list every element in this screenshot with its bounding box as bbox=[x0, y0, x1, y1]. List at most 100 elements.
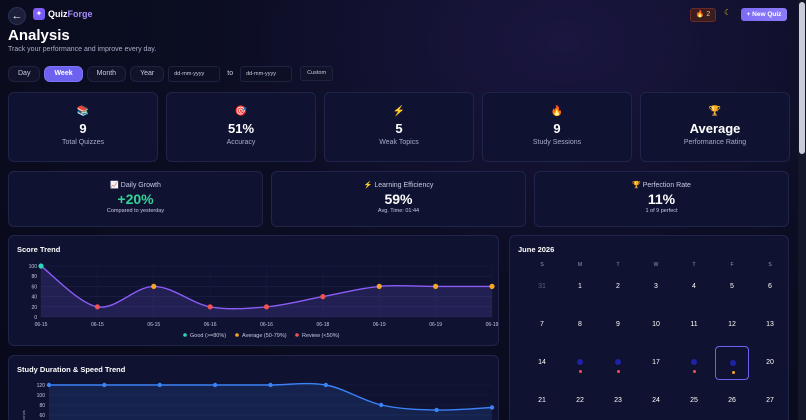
calendar-day[interactable]: 27 bbox=[766, 397, 774, 404]
y-tick-label: 20 bbox=[31, 305, 37, 311]
y-tick-label: 100 bbox=[37, 393, 46, 399]
legend-marker bbox=[183, 333, 187, 337]
insight-heading: 🏆 Perfection Rate bbox=[632, 182, 691, 189]
calendar-day[interactable] bbox=[563, 346, 597, 380]
x-tick-label: 06-18 bbox=[316, 322, 329, 328]
y-axis-label: Seconds bbox=[21, 410, 26, 420]
new-quiz-button[interactable]: + New Quiz bbox=[741, 8, 787, 21]
books-icon: 📚 bbox=[76, 106, 90, 117]
calendar-day[interactable]: 26 bbox=[728, 397, 736, 404]
arrow-left-icon[interactable]: ← bbox=[8, 7, 26, 25]
calendar-day[interactable] bbox=[677, 346, 711, 380]
calendar-day[interactable]: 14 bbox=[538, 359, 546, 366]
logo-text-quiz: Quiz bbox=[48, 9, 68, 19]
calendar-day[interactable] bbox=[601, 346, 635, 380]
calendar-day[interactable]: 9 bbox=[616, 321, 620, 328]
calendar-day[interactable]: 6 bbox=[768, 283, 772, 290]
calendar-day[interactable]: 17 bbox=[652, 359, 660, 366]
activity-marker bbox=[577, 359, 583, 365]
stat-label: Total Quizzes bbox=[61, 139, 105, 146]
y-tick-label: 0 bbox=[34, 315, 37, 321]
from-date-input[interactable]: dd-mm-yyyy bbox=[168, 65, 221, 82]
duration-point bbox=[268, 382, 273, 388]
fire-icon: 🔥 bbox=[550, 106, 564, 117]
calendar-day[interactable]: 1 bbox=[578, 283, 582, 290]
x-tick-label: 06-15 bbox=[35, 322, 48, 328]
target-icon: 🎯 bbox=[234, 106, 248, 117]
calendar-day[interactable]: 10 bbox=[652, 321, 660, 328]
score-dot bbox=[693, 370, 696, 373]
activity-marker bbox=[615, 359, 621, 365]
score-point bbox=[151, 283, 157, 289]
stat-label: Performance Rating bbox=[683, 139, 747, 146]
stat-label: Study Sessions bbox=[532, 139, 582, 146]
y-tick-label: 80 bbox=[31, 274, 37, 280]
calendar-day[interactable]: 24 bbox=[652, 397, 660, 404]
tab-day[interactable]: Day bbox=[8, 65, 41, 82]
calendar-day[interactable]: 3 bbox=[654, 283, 658, 290]
tab-year[interactable]: Year bbox=[130, 65, 165, 82]
score-point bbox=[94, 304, 100, 310]
tab-week[interactable]: Week bbox=[44, 65, 83, 82]
scrollbar-thumb[interactable] bbox=[799, 2, 805, 154]
lightning-icon: ⚡ bbox=[392, 106, 406, 117]
calendar-day[interactable]: 5 bbox=[730, 283, 734, 290]
calendar-panel: June 2026 S M T W T F S 31 1 2 3 4 5 6 7 8 9 10 11 12 13 14 17… bbox=[509, 235, 789, 420]
insight-card-perfection-rate: 🏆 Perfection Rate 11% 1 of 9 perfect bbox=[534, 171, 789, 227]
page-title: Analysis bbox=[8, 27, 70, 44]
calendar-day[interactable]: 21 bbox=[538, 397, 546, 404]
tab-month[interactable]: Month bbox=[86, 65, 127, 82]
duration-area bbox=[49, 383, 492, 420]
x-tick-label: 06-16 bbox=[204, 322, 217, 328]
calendar-weekday-label: F bbox=[730, 262, 734, 268]
quiz-logo-icon: ✦ bbox=[33, 8, 45, 20]
calendar-day[interactable]: 12 bbox=[728, 321, 736, 328]
insight-value: 11% bbox=[647, 191, 676, 207]
duration-point bbox=[212, 382, 218, 388]
stat-card-total-quizzes: 📚 9 Total Quizzes bbox=[8, 92, 158, 162]
stat-card-performance-rating: 🏆 Average Performance Rating bbox=[640, 92, 790, 162]
x-tick-label: 06-15 bbox=[147, 322, 160, 328]
calendar-day[interactable]: 31 bbox=[538, 283, 546, 290]
score-point bbox=[433, 283, 439, 289]
top-bar: ← ✦ QuizForge 🔥 2 ☾ + New Quiz bbox=[0, 0, 798, 30]
score-dot bbox=[732, 371, 735, 374]
calendar-day[interactable]: 2 bbox=[616, 283, 620, 290]
calendar-day[interactable]: 8 bbox=[578, 321, 582, 328]
calendar-day[interactable]: 22 bbox=[576, 397, 584, 404]
stat-label: Weak Topics bbox=[379, 139, 419, 146]
duration-trend-panel: Study Duration & Speed Trend 40608010012… bbox=[8, 355, 499, 420]
y-tick-label: 120 bbox=[37, 383, 46, 389]
calendar-day[interactable]: 25 bbox=[690, 397, 698, 404]
app-logo[interactable]: ✦ QuizForge bbox=[33, 8, 93, 20]
streak-badge[interactable]: 🔥 2 bbox=[690, 8, 716, 22]
calendar-day[interactable]: 20 bbox=[766, 359, 774, 366]
stat-value: 9 bbox=[553, 121, 561, 136]
stat-card-study-sessions: 🔥 9 Study Sessions bbox=[482, 92, 632, 162]
scrollbar-track[interactable] bbox=[798, 0, 806, 420]
logo-text-forge: Forge bbox=[67, 9, 93, 19]
x-tick-label: 06-19 bbox=[486, 322, 499, 328]
score-point bbox=[263, 304, 270, 310]
moon-icon[interactable]: ☾ bbox=[724, 8, 732, 17]
page-subtitle: Track your performance and improve every… bbox=[8, 46, 157, 53]
calendar-weekday-label: S bbox=[540, 262, 544, 268]
x-tick-label: 06-19 bbox=[429, 322, 442, 328]
duration-trend-title: Study Duration & Speed Trend bbox=[17, 365, 126, 374]
custom-range-button[interactable]: Custom bbox=[300, 66, 334, 81]
calendar-day[interactable]: 11 bbox=[690, 321, 698, 328]
score-point bbox=[207, 304, 213, 310]
calendar-day[interactable]: 23 bbox=[614, 397, 622, 404]
stat-value: 9 bbox=[79, 121, 87, 136]
insight-card-daily-growth: 📈 Daily Growth +20% Compared to yesterda… bbox=[8, 171, 263, 227]
duration-point bbox=[434, 407, 439, 413]
calendar-day[interactable]: 7 bbox=[540, 321, 544, 328]
score-area bbox=[41, 266, 492, 317]
trophy-icon: 🏆 bbox=[708, 106, 722, 117]
to-date-input[interactable]: dd-mm-yyyy bbox=[240, 65, 293, 82]
calendar-day[interactable]: 13 bbox=[766, 321, 774, 328]
score-point bbox=[320, 294, 326, 300]
y-tick-label: 80 bbox=[39, 403, 45, 409]
calendar-day[interactable]: 4 bbox=[692, 283, 696, 290]
calendar-day[interactable] bbox=[715, 346, 749, 380]
